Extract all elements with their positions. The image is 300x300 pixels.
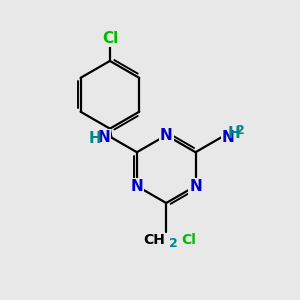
Text: N: N [130,178,143,194]
Text: N: N [97,130,110,145]
Text: 2: 2 [169,236,178,250]
Text: Cl: Cl [181,233,196,247]
Text: H: H [228,127,241,142]
Text: N: N [160,128,172,143]
Text: H: H [89,131,102,146]
Text: N: N [189,178,202,194]
Text: 2: 2 [236,124,244,137]
Text: CH: CH [143,233,165,247]
Text: N: N [221,130,234,145]
Text: Cl: Cl [102,31,118,46]
